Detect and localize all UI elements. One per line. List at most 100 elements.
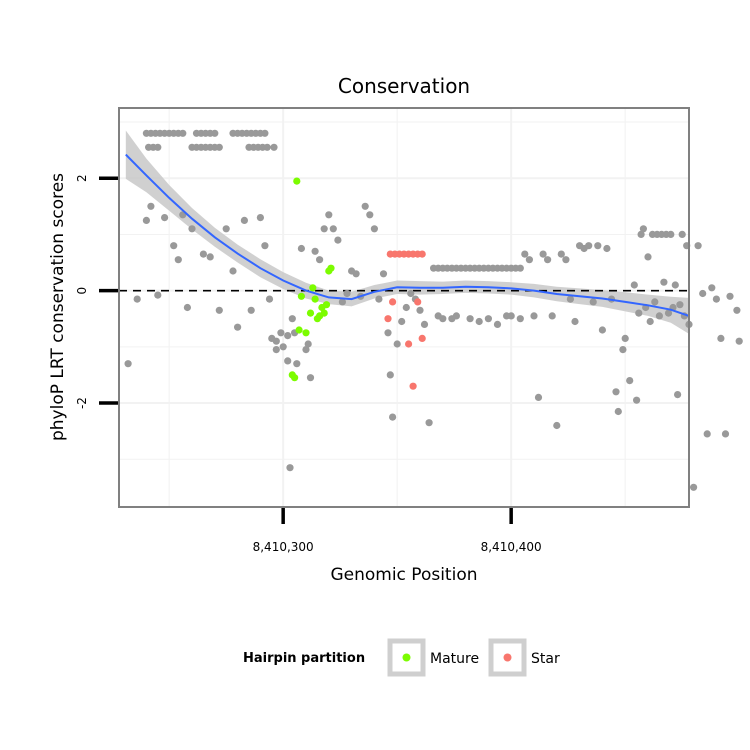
- data-point: [562, 256, 570, 264]
- data-point: [272, 346, 280, 354]
- data-point: [270, 143, 278, 151]
- star-point: [409, 382, 417, 390]
- data-point: [398, 317, 406, 326]
- data-point: [379, 270, 388, 278]
- data-point: [664, 309, 673, 317]
- data-point: [279, 343, 287, 351]
- data-point: [215, 306, 223, 314]
- y-axis: -2 0 2: [75, 174, 118, 409]
- data-point: [690, 483, 698, 491]
- data-point: [712, 295, 721, 303]
- data-point: [286, 464, 294, 472]
- data-point: [174, 256, 182, 264]
- data-point: [334, 236, 342, 244]
- data-point: [325, 211, 333, 219]
- data-point: [188, 225, 196, 233]
- data-point: [416, 306, 424, 314]
- mature-point: [302, 329, 310, 337]
- data-point: [452, 312, 460, 320]
- data-point: [735, 337, 743, 345]
- data-point: [639, 225, 648, 233]
- data-point: [265, 295, 274, 303]
- mature-point: [295, 326, 303, 334]
- data-point: [316, 256, 324, 264]
- y-axis-title: phyloP LRT conservation scores: [48, 173, 68, 441]
- data-point: [694, 242, 702, 250]
- mature-point: [309, 284, 317, 292]
- data-point: [708, 284, 716, 292]
- data-point: [338, 298, 346, 306]
- data-point: [589, 298, 597, 306]
- data-point: [234, 323, 242, 331]
- data-point: [277, 329, 285, 337]
- y-tick-label: -2: [75, 397, 89, 409]
- data-point: [375, 295, 383, 303]
- data-point: [534, 393, 543, 401]
- data-point: [393, 340, 401, 348]
- data-point: [240, 216, 248, 224]
- data-point: [329, 225, 337, 233]
- mature-point: [306, 309, 315, 317]
- data-point: [420, 320, 429, 328]
- legend-dot-star: [503, 653, 512, 662]
- data-point: [466, 315, 474, 323]
- data-point: [407, 289, 415, 298]
- data-point: [678, 230, 686, 238]
- data-point: [660, 278, 668, 286]
- data-point: [621, 334, 629, 342]
- star-point: [384, 315, 392, 323]
- data-point: [646, 317, 654, 326]
- data-point: [651, 298, 659, 306]
- data-point: [272, 337, 280, 345]
- data-point: [667, 230, 675, 238]
- data-point: [566, 295, 575, 303]
- mature-point: [311, 295, 319, 303]
- mature-point: [291, 374, 299, 382]
- data-point: [674, 391, 682, 399]
- smooth-confidence-ribbon: [125, 130, 690, 334]
- data-point: [302, 346, 310, 354]
- data-point: [311, 247, 319, 255]
- data-point: [261, 242, 269, 250]
- data-point: [571, 317, 579, 326]
- data-point: [154, 291, 162, 299]
- data-point: [612, 388, 620, 396]
- data-point: [199, 250, 207, 258]
- data-point: [370, 225, 378, 233]
- mature-point: [327, 264, 335, 272]
- smooth-trend-line: [125, 153, 690, 317]
- data-point: [439, 315, 447, 323]
- data-point: [671, 281, 679, 289]
- data-point: [211, 129, 219, 137]
- data-point: [297, 244, 305, 253]
- data-point: [425, 419, 433, 427]
- data-point: [215, 143, 223, 151]
- data-point: [306, 374, 315, 382]
- data-point: [222, 225, 230, 233]
- x-tick-label: 8,410,300: [253, 540, 314, 554]
- data-point: [521, 250, 529, 258]
- x-tick-label: 8,410,400: [481, 540, 542, 554]
- data-point: [493, 320, 502, 328]
- data-point: [304, 340, 312, 348]
- star-point: [418, 250, 426, 258]
- legend: Hairpin partition Mature Star: [243, 638, 560, 677]
- data-point: [256, 214, 264, 222]
- data-point: [548, 312, 556, 320]
- data-point: [516, 315, 524, 323]
- data-point: [475, 317, 483, 326]
- data-point: [598, 326, 607, 334]
- data-point: [530, 312, 538, 320]
- data-point: [614, 407, 622, 416]
- data-point: [557, 250, 565, 258]
- data-point: [676, 301, 684, 309]
- data-point: [133, 295, 141, 303]
- data-point: [721, 430, 730, 438]
- data-point: [386, 371, 394, 379]
- data-point: [539, 250, 547, 258]
- mature-point: [297, 292, 305, 300]
- legend-label-mature: Mature: [430, 651, 479, 667]
- data-point: [288, 315, 296, 323]
- star-point: [405, 340, 413, 348]
